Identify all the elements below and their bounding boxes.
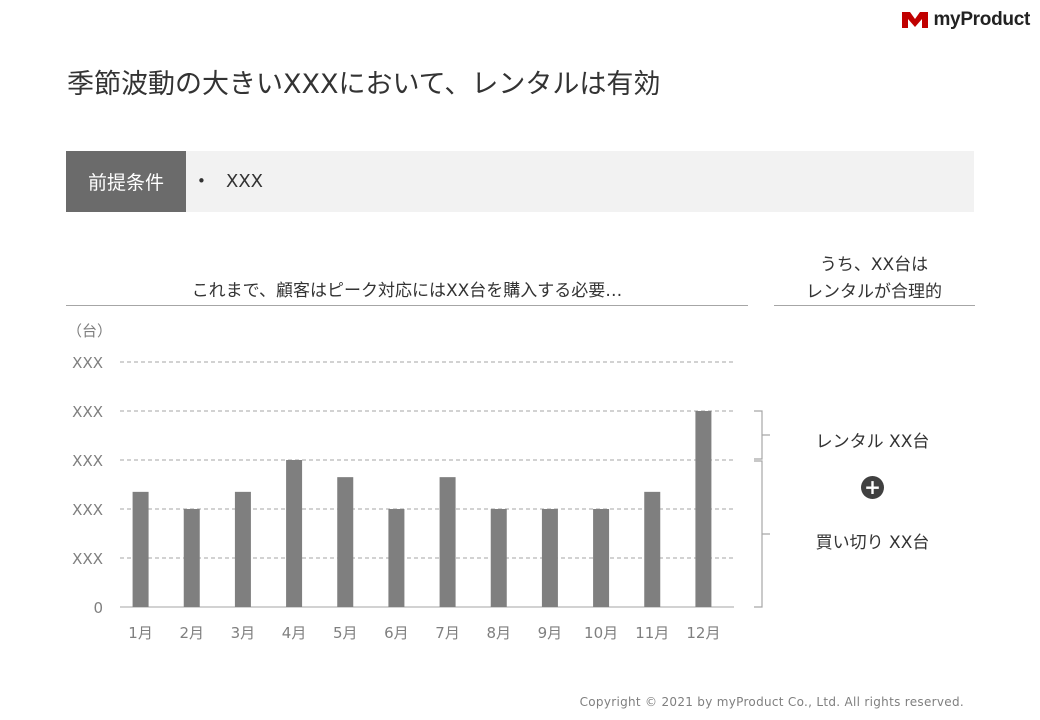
- rental-label: レンタル XX台: [815, 432, 930, 452]
- x-tick-label: 6月: [384, 624, 409, 642]
- y-tick-label: 0: [93, 599, 103, 617]
- bar: [337, 477, 354, 607]
- left-header: これまで、顧客はピーク対応にはXX台を購入する必要…: [191, 281, 623, 301]
- bar: [490, 509, 507, 607]
- brand-logo: myProduct: [901, 9, 1030, 31]
- grid-layer: [120, 361, 734, 608]
- x-tick-label: 1月: [128, 624, 153, 642]
- x-tick-label: 10月: [584, 624, 618, 642]
- premise-label: 前提条件: [66, 151, 186, 212]
- premise-bullet: •: [197, 172, 206, 190]
- plus-icon: +: [861, 476, 884, 499]
- x-tick-label: 12月: [686, 624, 720, 642]
- y-tick-label: XXX: [72, 550, 103, 568]
- labels-layer: 0 XXX XXX XXX XXX XXX 1月 2月 3月 4月 5月 6月 7月 8月 9月 10月 11月…: [72, 354, 720, 642]
- purchase-label: 買い切り XX台: [815, 533, 930, 553]
- right-header-line2: レンタルが合理的: [806, 282, 942, 302]
- y-tick-label: XXX: [72, 403, 103, 421]
- page-title: 季節波動の大きいXXXにおいて、レンタルは有効: [67, 69, 661, 100]
- x-tick-label: 5月: [333, 624, 358, 642]
- right-header-line1: うち、XX台は: [819, 255, 929, 275]
- copyright-text: Copyright © 2021 by myProduct Co., Ltd. …: [579, 695, 964, 709]
- bar: [286, 460, 303, 607]
- y-tick-label: XXX: [72, 354, 103, 372]
- bar: [593, 509, 610, 607]
- brand-mark-icon: [902, 12, 929, 28]
- bar: [541, 509, 558, 607]
- left-header-rule: [66, 305, 748, 306]
- y-tick-label: XXX: [72, 501, 103, 519]
- x-tick-label: 11月: [635, 624, 669, 642]
- right-header: うち、XX台は レンタルが合理的: [774, 252, 974, 306]
- rental-bracket: [754, 410, 770, 460]
- right-header-rule: [774, 305, 975, 306]
- brand-name: myProduct: [933, 9, 1030, 30]
- bar: [234, 491, 251, 607]
- premise-box: 前提条件 • XXX: [66, 151, 974, 212]
- x-tick-label: 3月: [231, 624, 256, 642]
- bars-layer: [132, 411, 712, 607]
- x-tick-label: 8月: [486, 624, 511, 642]
- brace-layer: [754, 410, 770, 608]
- purchase-bracket: [754, 460, 770, 608]
- bar: [695, 411, 712, 607]
- premise-value: XXX: [226, 171, 263, 192]
- x-tick-label: 4月: [282, 624, 307, 642]
- x-tick-label: 7月: [435, 624, 460, 642]
- bar: [132, 491, 149, 607]
- bar: [644, 491, 661, 607]
- x-tick-label: 9月: [538, 624, 563, 642]
- bar: [183, 509, 200, 607]
- bar: [439, 477, 456, 607]
- y-tick-label: XXX: [72, 452, 103, 470]
- bar: [388, 509, 405, 607]
- x-tick-label: 2月: [179, 624, 204, 642]
- y-axis-unit: （台）: [67, 322, 113, 340]
